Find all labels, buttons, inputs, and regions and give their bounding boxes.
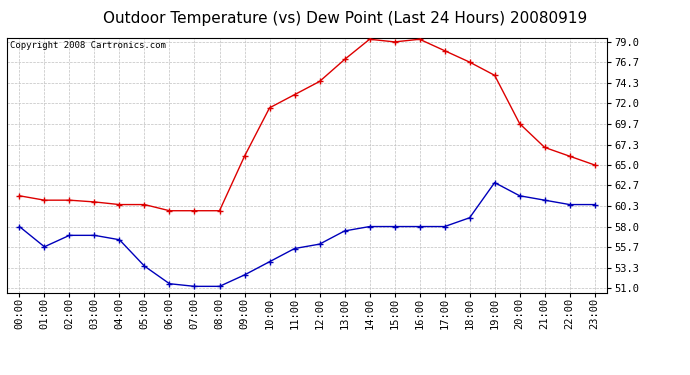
Text: Copyright 2008 Cartronics.com: Copyright 2008 Cartronics.com xyxy=(10,41,166,50)
Text: Outdoor Temperature (vs) Dew Point (Last 24 Hours) 20080919: Outdoor Temperature (vs) Dew Point (Last… xyxy=(103,11,587,26)
